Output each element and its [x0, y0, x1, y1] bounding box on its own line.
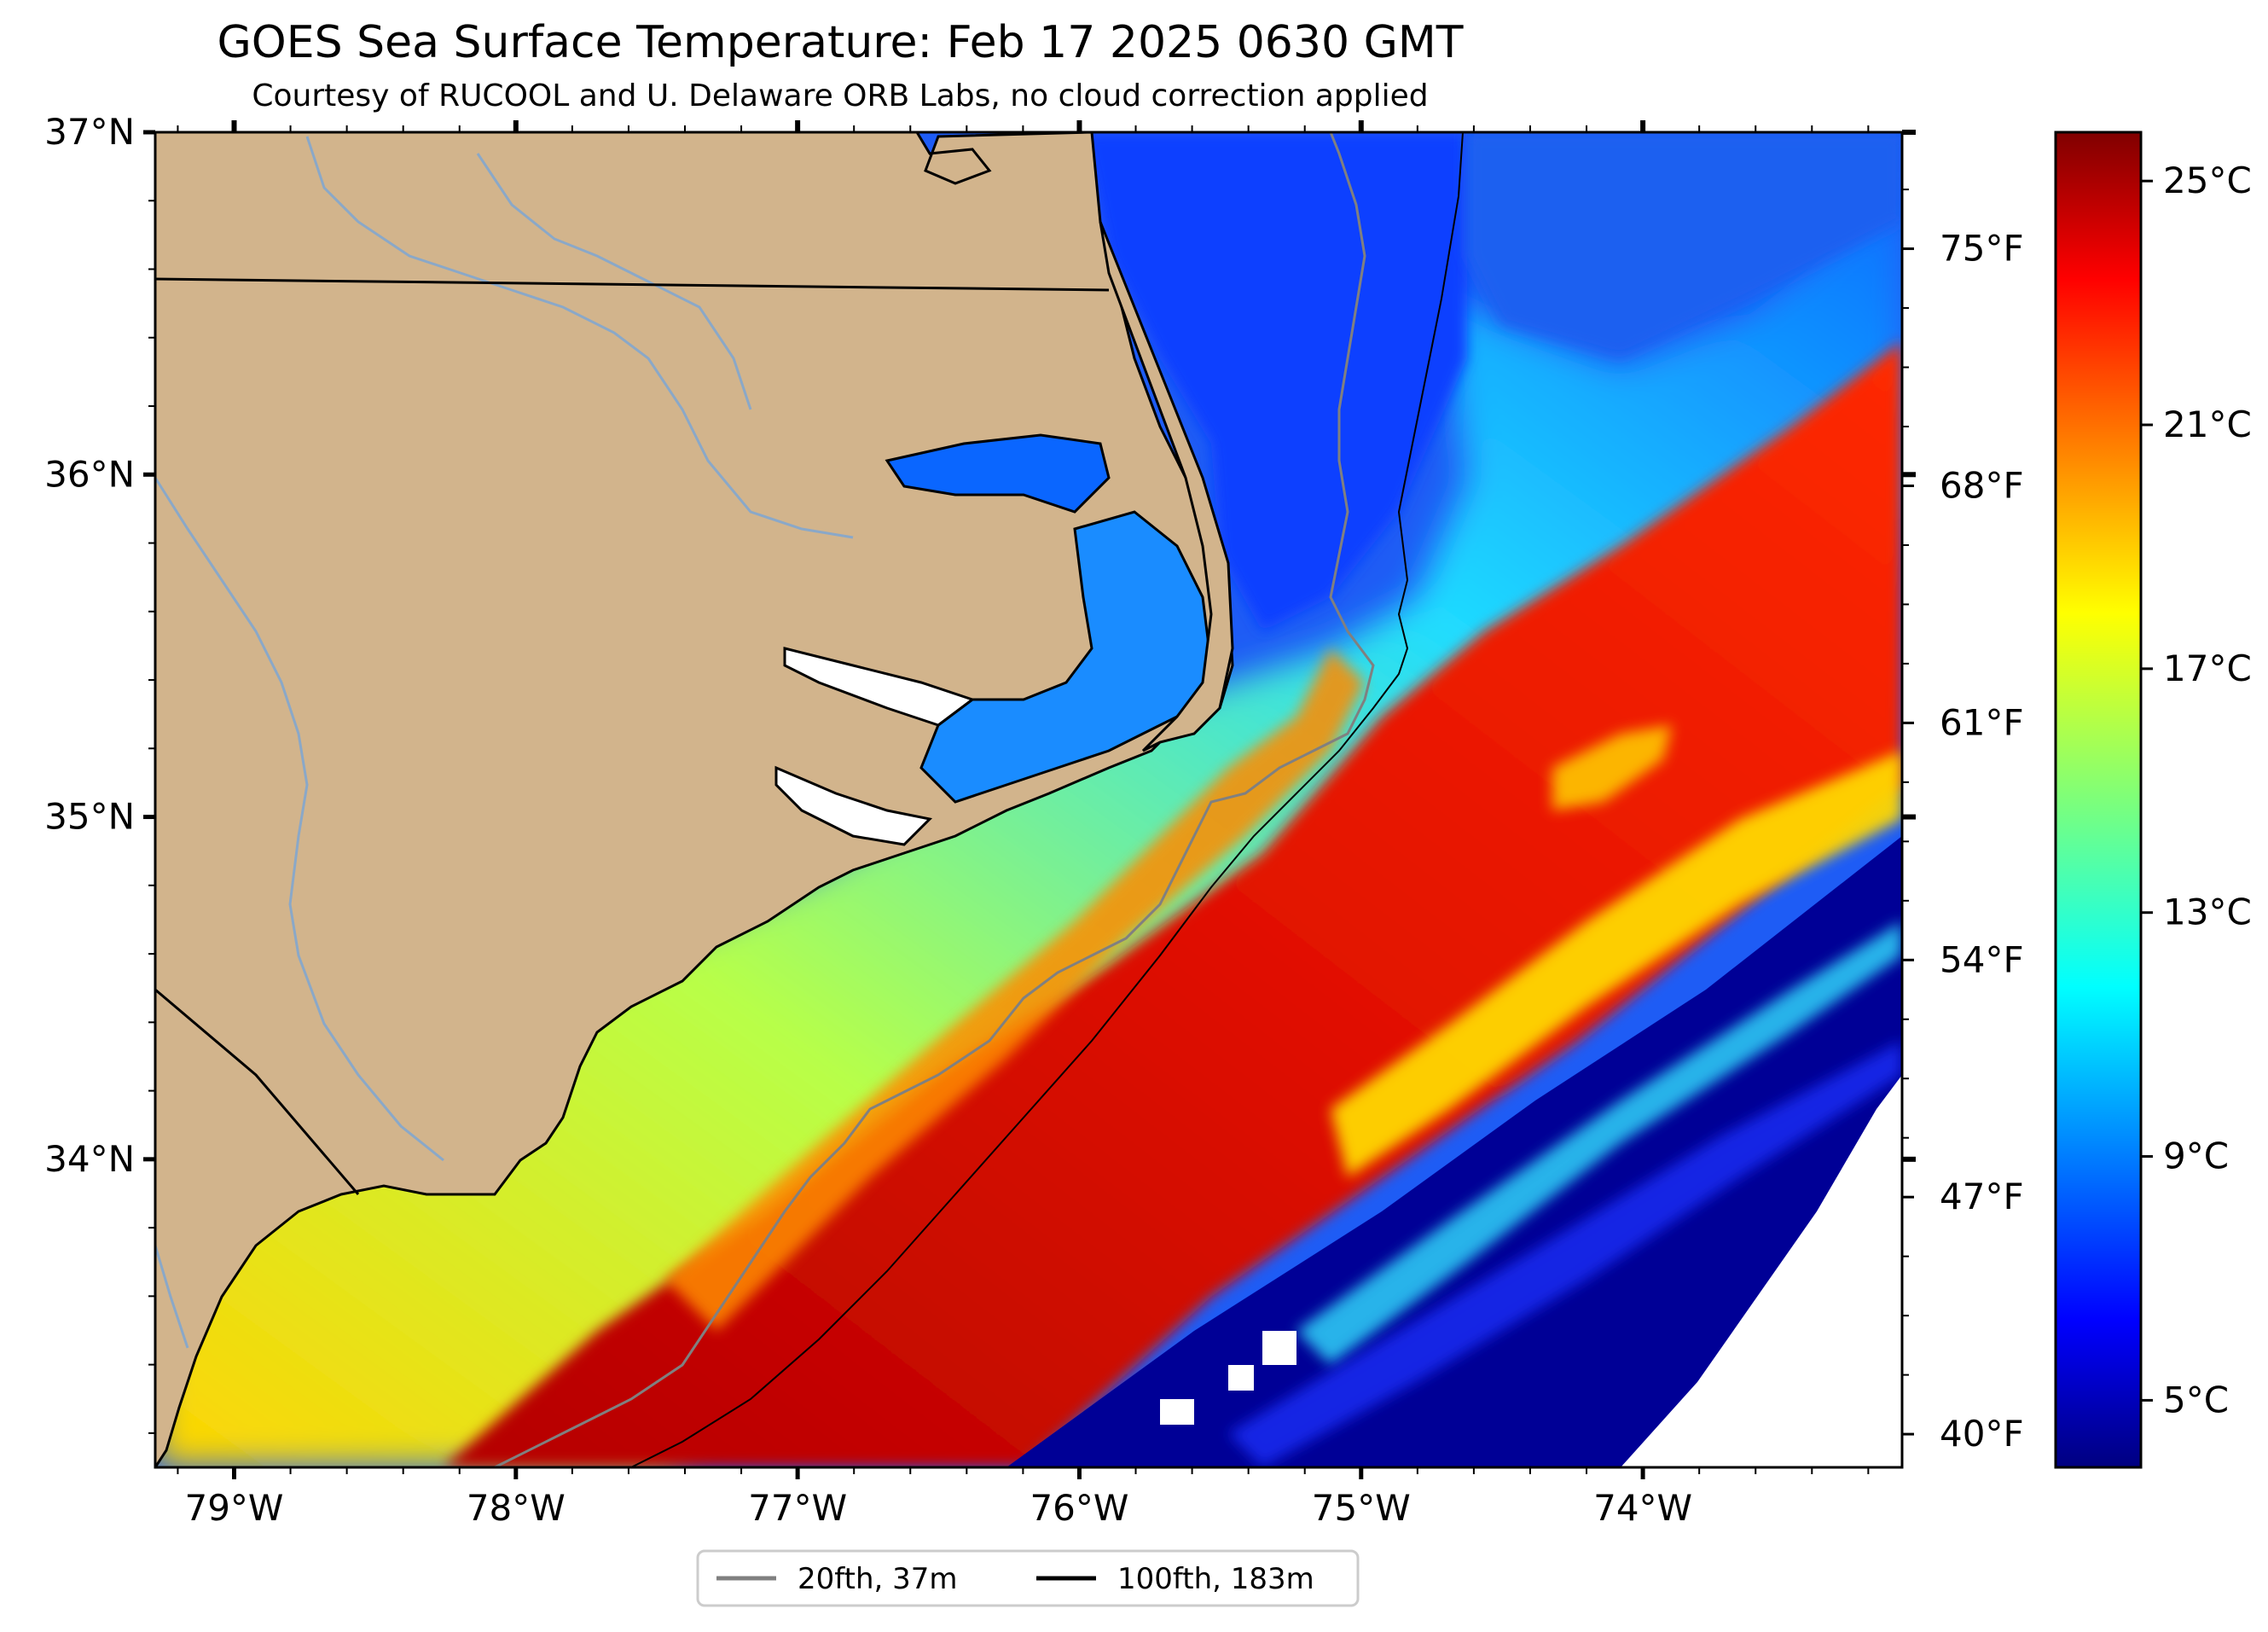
cloud-gap-offshore: [1621, 1075, 1902, 1467]
legend-label-100fth: 100fth, 183m: [1117, 1562, 1314, 1596]
lat-tick-label: 36°N: [44, 453, 135, 495]
neuse-river: [774, 765, 933, 846]
lat-tick-label: 35°N: [44, 796, 135, 838]
celsius-tick-label: 5°C: [2163, 1379, 2229, 1420]
sst-map-panel: [155, 132, 1902, 1467]
map-subtitle: Courtesy of RUCOOL and U. Delaware ORB L…: [252, 78, 1429, 113]
map-frame: [154, 131, 1904, 1469]
cloud-gap: [1262, 1331, 1296, 1365]
fahrenheit-tick-label: 61°F: [1940, 701, 2024, 743]
nc-va-border: [155, 277, 1110, 292]
celsius-tick-label: 25°C: [2163, 160, 2252, 201]
slope-cold-water: [1006, 836, 1902, 1467]
isobath-20fth: [494, 132, 1375, 1467]
north-cold-water: [1083, 132, 1467, 631]
pamlico-river: [783, 647, 976, 727]
gulf-stream-orange-edge: [665, 648, 1365, 1331]
celsius-tick-label: 13°C: [2163, 892, 2252, 933]
longitude-axis: 79°W 78°W 77°W 76°W 75°W 74°W: [177, 120, 1870, 1529]
outer-banks: [1099, 221, 1234, 752]
lon-tick-label: 79°W: [184, 1487, 283, 1529]
rivers: [155, 136, 854, 1349]
lon-tick-label: 78°W: [467, 1487, 566, 1529]
lon-tick-label: 77°W: [748, 1487, 847, 1529]
celsius-tick-label: 21°C: [2163, 404, 2252, 445]
lon-tick-label: 76°W: [1030, 1487, 1128, 1529]
cloud-gap: [1228, 1365, 1254, 1391]
fahrenheit-tick-label: 47°F: [1940, 1176, 2024, 1217]
map-title: GOES Sea Surface Temperature: Feb 17 202…: [217, 17, 1464, 68]
legend-label-20fth: 20fth, 37m: [798, 1562, 958, 1596]
fahrenheit-axis: 75°F 68°F 61°F 54°F 47°F 40°F: [1902, 189, 2024, 1455]
celsius-axis: 25°C 21°C 17°C 13°C 9°C 5°C: [2141, 160, 2252, 1420]
warm-eddy: [1552, 725, 1672, 810]
slope-cyan-streaks: [1296, 921, 1902, 1365]
celsius-tick-label: 9°C: [2163, 1135, 2229, 1177]
lon-tick-label: 75°W: [1312, 1487, 1411, 1529]
cloud-gap: [1160, 1399, 1194, 1425]
pamlico-sound: [919, 510, 1213, 804]
fahrenheit-tick-label: 54°F: [1940, 938, 2024, 980]
lon-tick-label: 74°W: [1593, 1487, 1692, 1529]
legend-box: [696, 1549, 1360, 1607]
fahrenheit-tick-label: 68°F: [1940, 464, 2024, 506]
isobath-100fth: [630, 132, 1464, 1467]
fahrenheit-tick-label: 40°F: [1940, 1413, 2024, 1455]
celsius-tick-label: 17°C: [2163, 648, 2252, 689]
lat-tick-label: 34°N: [44, 1138, 135, 1180]
nc-sc-border: [155, 988, 360, 1195]
slope-blue-streaks: [1228, 1041, 1902, 1467]
colorbar: [2054, 131, 2143, 1469]
shelf-water-field: [155, 196, 1902, 1467]
albemarle-sound: [885, 433, 1111, 514]
offshore-yellow-band: [1331, 751, 1902, 1177]
lat-tick-label: 37°N: [44, 111, 135, 153]
northeast-blue-water: [1467, 132, 1902, 358]
legend: 20fth, 37m 100fth, 183m: [696, 1549, 1360, 1607]
latitude-axis: 37°N 36°N 35°N 34°N: [44, 111, 1916, 1434]
fahrenheit-tick-label: 75°F: [1940, 228, 2024, 270]
